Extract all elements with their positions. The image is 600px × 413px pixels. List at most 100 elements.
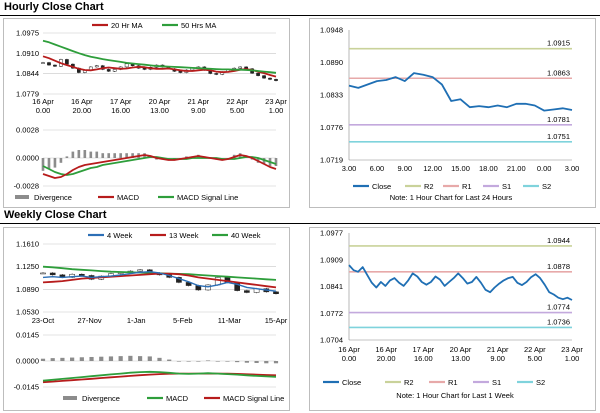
hourly-24h-note: Note: 1 Hour Chart for Last 24 Hours [390, 193, 513, 202]
weekly-ma-legend-label: 13 Week [169, 231, 199, 240]
hourly-ma-candle-body [142, 67, 147, 70]
weekly-macd-divergence-bar [235, 361, 240, 363]
weekly-section-rule [0, 223, 600, 224]
hourly-ma-xtick-label: 20 Apr [149, 97, 171, 106]
hourly-macd-ytick-label: 0.0028 [16, 126, 39, 135]
weekly-1w-level-label: 1.0736 [547, 317, 570, 326]
weekly-1w-xtick-label: 20.00 [377, 354, 396, 363]
weekly-1w-legend-label: S2 [536, 378, 545, 387]
weekly-1w-xtick-label: 16.00 [414, 354, 433, 363]
weekly-macd-ytick-label: -0.0145 [14, 383, 39, 392]
weekly-macd-divergence-bar [118, 356, 123, 361]
weekly-1w-xtick-label: 9.00 [490, 354, 505, 363]
hourly-ma-xtick-label: 22 Apr [226, 97, 248, 106]
hourly-24h-legend-label: R1 [462, 182, 472, 191]
hourly-ma-xtick-label: 16 Apr [71, 97, 93, 106]
weekly-1w-level-label: 1.0944 [547, 236, 570, 245]
hourly-24h-level-label: 1.0863 [547, 68, 570, 77]
hourly-ma-xtick-label: 20.00 [72, 106, 91, 115]
hourly-ma-xtick-label: 16 Apr [32, 97, 54, 106]
hourly-ma-legend-label: 50 Hrs MA [181, 21, 216, 30]
weekly-1w-legend-label: R2 [404, 378, 414, 387]
hourly-24h-ytick-label: 1.0890 [320, 58, 343, 67]
hourly-ma-ytick-label: 1.0844 [16, 69, 39, 78]
weekly-macd-divergence-bar [176, 361, 182, 362]
weekly-1w-xtick-label: 0.00 [342, 354, 357, 363]
weekly-macd-ytick-label: 0.0000 [16, 357, 39, 366]
hourly-24h-level-label: 1.0751 [547, 132, 570, 141]
weekly-1w-xtick-label: 23 Apr [561, 345, 583, 354]
weekly-macd-divergence-bar [264, 361, 269, 364]
weekly-ma-ytick-label: 1.1250 [16, 262, 39, 271]
hourly-section-title: Hourly Close Chart [4, 1, 104, 13]
hourly-24h-xtick-label: 3.00 [342, 164, 357, 173]
hourly-24h-xtick-label: 18.00 [479, 164, 498, 173]
hourly-macd-divergence-bar [83, 150, 87, 158]
hourly-macd-divergence-bar [71, 151, 75, 158]
weekly-1w-legend-label: S1 [492, 378, 501, 387]
weekly-macd-divergence-bar [108, 356, 114, 361]
hourly-24h-xtick-label: 15.00 [451, 164, 470, 173]
hourly-ma-candle-body [112, 69, 117, 72]
weekly-macd-divergence-bar [244, 361, 249, 363]
weekly-macd-divergence-bar [70, 357, 75, 361]
weekly-macd-divergence-bar [167, 359, 172, 361]
hourly-ma-xtick-label: 0.00 [36, 106, 51, 115]
hourly-24h-xtick-label: 9.00 [397, 164, 412, 173]
hourly-macd-legend-label: MACD [117, 193, 140, 202]
hourly-macd-legend-label: MACD Signal Line [177, 193, 238, 202]
hourly-24h-close-line [348, 72, 573, 112]
weekly-macd-ytick-label: 0.0145 [16, 331, 39, 340]
weekly-macd-divergence-bar [186, 361, 191, 362]
weekly-ma-candle-body [40, 272, 46, 275]
weekly-macd-divergence-bar [225, 361, 230, 362]
weekly-ma-xtick-label: 27-Nov [78, 316, 102, 325]
weekly-ma-candle-body [49, 272, 56, 276]
hourly-macd-signal-line [42, 156, 277, 176]
hourly-ma-xtick-label: 21 Apr [187, 97, 209, 106]
weekly-macd-divergence-bar [99, 356, 104, 361]
weekly-macd-divergence-bar [147, 356, 152, 361]
hourly-macd-divergence-bar [107, 153, 111, 158]
hourly-ma-candle-body [53, 64, 57, 67]
hourly-24h-xtick-label: 21.00 [507, 164, 526, 173]
weekly-ma-ytick-label: 1.0890 [16, 285, 39, 294]
hourly-24h-ytick-label: 1.0776 [320, 123, 343, 132]
hourly-ma-ytick-label: 1.0910 [16, 49, 39, 58]
weekly-1w-xtick-label: 16 Apr [375, 345, 397, 354]
weekly-macd-legend-label: MACD Signal Line [223, 394, 284, 403]
hourly-ma-xtick-label: 5.00 [230, 106, 245, 115]
hourly-24h-ytick-label: 1.0948 [320, 26, 343, 35]
weekly-1w-close-line [348, 264, 573, 301]
weekly-macd-divergence-bar [157, 357, 162, 361]
hourly-macd-divergence-bar [65, 156, 69, 158]
weekly-ma-4week-line [42, 271, 277, 292]
weekly-1w-ytick-label: 1.0909 [320, 255, 343, 264]
weekly-macd-legend-label: MACD [166, 394, 189, 403]
weekly-macd-line [42, 370, 277, 382]
hourly-macd-divergence-bar [101, 153, 105, 158]
weekly-1w-xtick-label: 20 Apr [450, 345, 472, 354]
hourly-section-rule [0, 15, 600, 16]
hourly-ma-legend-label: 20 Hr MA [111, 21, 143, 30]
weekly-macd-divergence-bar [215, 361, 220, 362]
hourly-ma-candle-body [94, 65, 99, 68]
hourly-24h-ytick-label: 1.0719 [320, 156, 343, 165]
weekly-1w-xtick-label: 13.00 [451, 354, 470, 363]
hourly-macd-divergence-bar [125, 153, 128, 158]
weekly-macd-divergence-bar [273, 361, 279, 364]
hourly-ma-candle-body [41, 62, 45, 64]
hourly-macd-divergence-bar [89, 151, 93, 158]
weekly-1w-legend-label: R1 [448, 378, 458, 387]
weekly-macd-divergence-bar [137, 356, 143, 361]
weekly-1w-note: Note: 1 Hour Chart for Last 1 Week [396, 391, 514, 400]
weekly-ma-xtick-label: 11-Mar [218, 316, 242, 325]
hourly-ma-candle-body [124, 63, 129, 68]
hourly-macd-ytick-label: -0.0028 [14, 182, 39, 191]
hourly-ma-ytick-label: 1.0779 [16, 90, 39, 99]
hourly-macd-divergence-bar [59, 158, 63, 163]
hourly-macd-legend-label: Divergence [34, 193, 72, 202]
weekly-ma-legend-label: 4 Week [107, 231, 133, 240]
weekly-1w-xtick-label: 21 Apr [487, 345, 509, 354]
